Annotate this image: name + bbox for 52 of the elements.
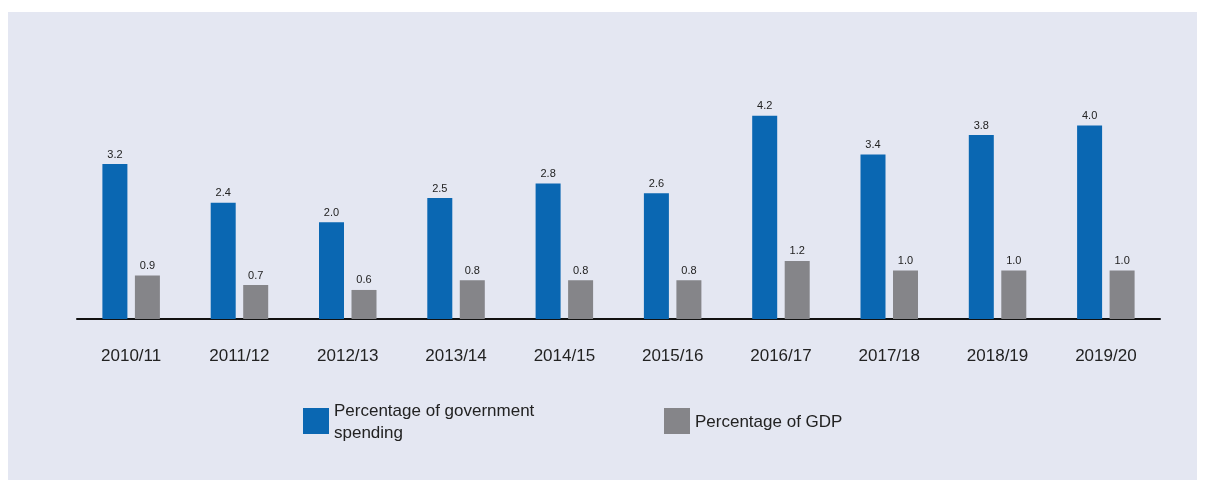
bar: [752, 115, 778, 319]
data-label: 1.0: [1006, 254, 1022, 267]
bar: [1077, 125, 1103, 319]
x-tick-label: 2013/14: [425, 346, 487, 365]
data-label: 0.8: [464, 263, 480, 276]
bar: [134, 275, 160, 319]
x-tick-label: 2017/18: [858, 346, 920, 365]
data-label: 0.8: [572, 263, 589, 276]
bar: [1109, 270, 1135, 319]
bar: [893, 270, 918, 319]
data-label: 0.7: [248, 268, 264, 281]
bar: [243, 285, 269, 319]
bar: [535, 183, 561, 319]
x-tick-label: 2010/11: [101, 346, 162, 365]
data-label: 0.8: [681, 263, 697, 276]
x-tick-label: 2015/16: [641, 346, 704, 365]
data-label: 1.2: [789, 244, 805, 257]
bar: [351, 289, 377, 319]
data-label: 3.4: [865, 137, 881, 150]
legend-label: Percentage of GDP: [695, 411, 843, 431]
bar: [210, 202, 236, 319]
bar: [1001, 270, 1027, 319]
bar: [784, 260, 810, 319]
bar: [676, 280, 702, 319]
bar: [860, 154, 886, 319]
x-tick-label: 2019/20: [1075, 346, 1137, 365]
data-label: 2.8: [540, 166, 556, 179]
x-tick-label: 2011/12: [209, 346, 270, 365]
data-label: 2.4: [215, 186, 231, 199]
legend-label: Percentage of government spending: [334, 400, 540, 442]
data-label: 3.2: [107, 147, 123, 160]
data-label: 3.8: [973, 118, 989, 131]
bar: [319, 222, 344, 319]
bar: [427, 198, 453, 319]
bar: [102, 164, 128, 319]
data-label: 2.6: [648, 176, 665, 189]
data-label: 4.0: [1081, 108, 1098, 121]
data-label: 1.0: [1114, 254, 1130, 267]
x-tick-label: 2014/15: [533, 346, 596, 365]
bar: [643, 193, 669, 319]
x-tick-label: 2012/13: [317, 346, 379, 365]
bar: [968, 135, 994, 319]
data-label: 4.2: [757, 99, 773, 112]
x-tick-label: 2018/19: [966, 346, 1029, 365]
data-label: 1.0: [897, 254, 914, 267]
data-label: 2.0: [323, 205, 340, 218]
data-label: 0.6: [356, 273, 372, 286]
bar: [459, 280, 485, 319]
bar: [568, 280, 594, 319]
x-tick-label: 2016/17: [750, 346, 812, 365]
data-label: 2.5: [432, 181, 448, 194]
data-label: 0.9: [139, 258, 156, 271]
